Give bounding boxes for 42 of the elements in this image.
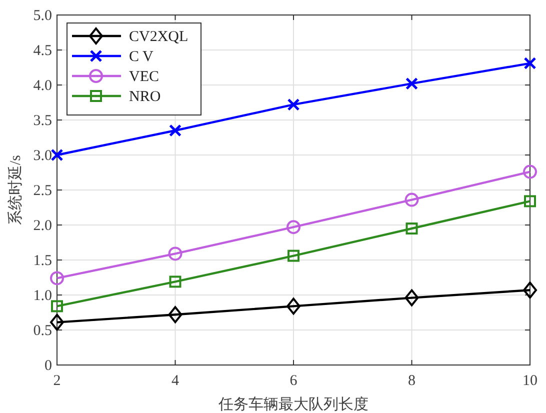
y-axis-title: 系统时延/s [7, 154, 24, 226]
y-tick-label: 3.5 [33, 113, 52, 129]
point [524, 57, 536, 70]
point [523, 282, 537, 299]
point [404, 289, 419, 306]
x-tick-label: 6 [290, 373, 298, 389]
legend-label: C V [129, 49, 154, 65]
y-tick-label: 3.0 [33, 148, 52, 164]
y-tick-label: 0 [44, 358, 52, 374]
y-tick-label: 1.5 [33, 253, 52, 269]
x-tick-label: 10 [522, 373, 538, 389]
point [50, 314, 64, 331]
point [406, 77, 418, 90]
y-tick-label: 4.5 [33, 43, 52, 59]
legend-label: NRO [129, 89, 161, 105]
y-tick-label: 2.5 [33, 183, 52, 199]
point [524, 195, 536, 208]
point [288, 250, 300, 262]
point [169, 276, 182, 288]
x-tick-label: 2 [53, 373, 61, 389]
point [169, 124, 182, 137]
point [168, 306, 182, 324]
legend-label: VEC [129, 69, 159, 85]
x-axis-title: 任务车辆最大队列长度 [218, 396, 368, 413]
point [287, 98, 300, 111]
point [50, 271, 64, 286]
point [168, 246, 182, 261]
x-tick-label: 8 [408, 373, 416, 389]
point [50, 148, 64, 162]
y-tick-label: 0.5 [33, 323, 52, 339]
legend-label: CV2XQL [129, 29, 188, 45]
point [404, 192, 419, 207]
y-tick-label: 4.0 [33, 78, 52, 94]
point [406, 222, 418, 234]
y-tick-label: 2.0 [33, 218, 52, 234]
point [286, 298, 300, 315]
point [51, 300, 63, 312]
x-tick-label: 4 [172, 373, 180, 389]
point [523, 164, 537, 179]
y-tick-label: 1.0 [33, 288, 52, 304]
y-tick-label: 5.0 [33, 8, 52, 24]
point [286, 220, 300, 234]
